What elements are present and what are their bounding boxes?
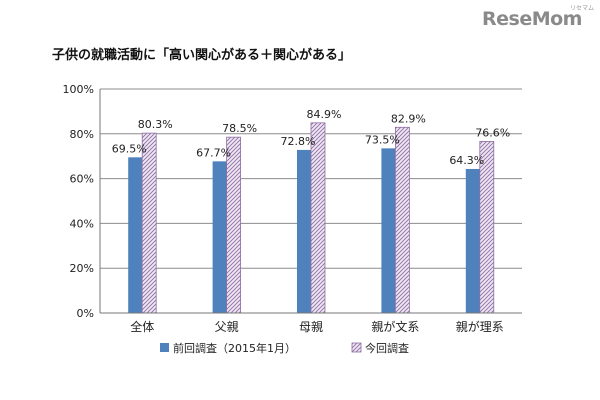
bar-current-survey	[310, 122, 326, 314]
axes: 0% 20% 40% 60% 80% 100% 全体 父親 母親 親が文系 親が理系	[63, 83, 522, 334]
bars	[128, 122, 495, 314]
data-label: 80.3%	[138, 118, 173, 131]
data-label: 67.7%	[196, 146, 231, 159]
y-tick-label: 20%	[70, 262, 94, 275]
y-tick-label: 100%	[63, 83, 94, 96]
resemom-logo: ReseMom	[482, 8, 582, 30]
data-label: 64.3%	[449, 154, 484, 167]
y-tick-label: 40%	[70, 217, 94, 230]
data-label: 78.5%	[222, 122, 257, 135]
bar-current-survey	[141, 132, 157, 314]
bar-previous-survey	[297, 149, 311, 313]
bar-previous-survey	[465, 168, 480, 313]
y-tick-label: 60%	[70, 173, 94, 186]
x-tick-label: 親が理系	[456, 319, 504, 334]
data-label: 69.5%	[112, 142, 147, 155]
legend-swatch	[351, 342, 362, 353]
chart-title: 子供の就職活動に「高い関心がある＋関心がある」	[52, 48, 352, 63]
x-tick-label: 全体	[130, 319, 154, 334]
data-labels: 69.5% 80.3% 67.7% 78.5% 72.8% 84.9% 73.5% 82.9%…	[112, 108, 511, 167]
bar-previous-survey	[128, 157, 143, 313]
legend: 前回調査（2015年1月） 今回調査	[160, 341, 409, 355]
resemom-logo-subtext: リセマム	[570, 5, 595, 12]
bar-current-survey	[226, 136, 242, 314]
legend-label: 今回調査	[365, 341, 409, 355]
y-tick-label: 80%	[70, 128, 94, 141]
x-tick-label: 父親	[215, 320, 239, 334]
legend-label: 前回調査（2015年1月）	[173, 341, 296, 355]
bar-current-survey	[479, 141, 495, 314]
data-label: 72.8%	[281, 135, 316, 148]
y-tick-label: 0%	[77, 307, 94, 320]
data-label: 73.5%	[365, 133, 400, 146]
data-label: 84.9%	[307, 108, 342, 121]
data-label: 76.6%	[475, 126, 510, 139]
data-label: 82.9%	[391, 112, 426, 125]
x-tick-label: 母親	[299, 320, 323, 334]
x-tick-label: 親が文系	[371, 319, 419, 334]
bar-previous-survey	[212, 161, 227, 313]
bar-current-survey	[394, 126, 410, 314]
bar-previous-survey	[381, 148, 396, 313]
legend-swatch	[160, 343, 169, 352]
